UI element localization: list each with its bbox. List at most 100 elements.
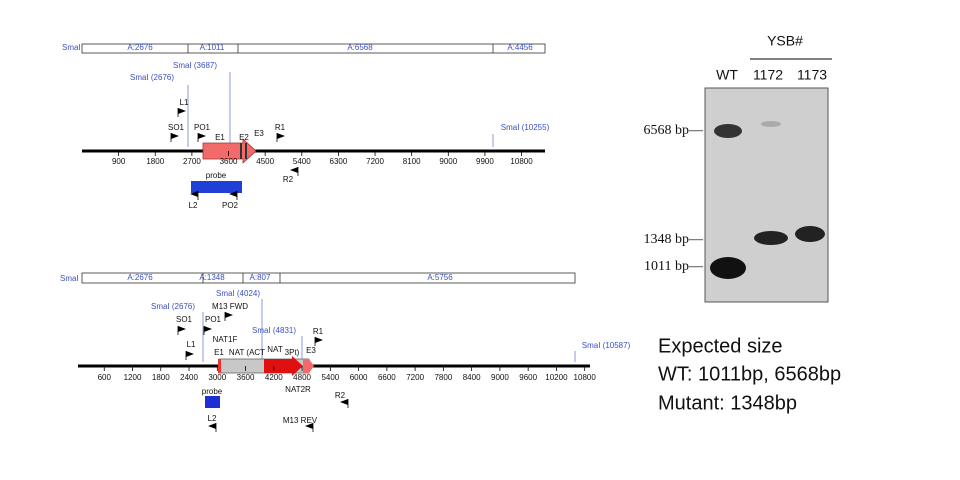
tick-label: 2700	[183, 157, 201, 166]
site-label: SmaI (4024)	[216, 289, 260, 298]
primer-arrow	[277, 133, 285, 139]
feature-label: M13 FWD	[212, 302, 248, 311]
feature-label: L2	[189, 201, 198, 210]
fragment-bar	[81, 272, 576, 284]
feature-label: 3Pt)	[285, 348, 300, 357]
tick-label: 7200	[406, 373, 424, 382]
fragment-label: A:5756	[427, 273, 453, 282]
feature-label: R2	[283, 175, 294, 184]
tick-label: 7800	[434, 373, 452, 382]
feature-label: PO2	[222, 201, 239, 210]
feature-label: NAT (ACT	[229, 348, 265, 357]
feature-label: R2	[335, 391, 346, 400]
tick-label: 900	[112, 157, 126, 166]
feature-label: R1	[313, 327, 324, 336]
fragment-bar	[81, 43, 546, 54]
primer-arrow	[186, 351, 194, 357]
tick-label: 6300	[330, 157, 348, 166]
probe	[205, 396, 220, 408]
tick-label: 1200	[124, 373, 142, 382]
gene-arrow	[202, 138, 257, 164]
feature-label: SO1	[176, 315, 193, 324]
feature-label: E2	[239, 133, 249, 142]
tick-label: 5400	[321, 373, 339, 382]
fragment-label: SmaI	[62, 43, 81, 52]
site-label: SmaI (3687)	[173, 61, 217, 70]
tick-label: 600	[98, 373, 112, 382]
fragment-label: A:2676	[127, 43, 153, 52]
tick-label: 4800	[293, 373, 311, 382]
tick-label: 8100	[403, 157, 421, 166]
fragment-label: A:1011	[200, 43, 225, 52]
band	[710, 257, 746, 279]
tick-label: 9000	[439, 157, 457, 166]
primer-arrow	[305, 423, 313, 429]
feature-label: PO1	[205, 315, 222, 324]
feature-label: L1	[187, 340, 196, 349]
probe	[191, 181, 242, 193]
tick-label: 3600	[237, 373, 255, 382]
feature-label: probe	[206, 171, 227, 180]
fragment-label: A:2676	[127, 273, 153, 282]
primer-arrow	[204, 326, 212, 332]
feature-label: L1	[180, 98, 189, 107]
feature-label: PO1	[194, 123, 211, 132]
tick-label: 10800	[510, 157, 533, 166]
marker-label: 6568 bp—	[644, 123, 705, 138]
tick-label: 2400	[180, 373, 198, 382]
marker-label: 1011 bp—	[644, 259, 704, 274]
fragment-label: A:4456	[507, 43, 533, 52]
tick-label: 9600	[519, 373, 537, 382]
lane-label: WT	[716, 67, 738, 83]
exon-arrow	[303, 359, 314, 373]
exon-mark	[245, 143, 247, 159]
tick-label: 5400	[293, 157, 311, 166]
site-label: SmaI (2676)	[151, 302, 195, 311]
tick-label: 9000	[491, 373, 509, 382]
primer-arrow	[208, 423, 216, 429]
expected-line: WT: 1011bp, 6568bp	[658, 363, 841, 385]
band	[754, 231, 788, 245]
fragment-label: A:1348	[199, 273, 225, 282]
feature-label: probe	[202, 387, 223, 396]
tick-label: 4500	[256, 157, 274, 166]
feature-label: NAT	[267, 345, 283, 354]
primer-arrow	[340, 399, 348, 405]
tick-label: 8400	[463, 373, 481, 382]
feature-label: E1	[214, 348, 224, 357]
primer-arrow	[198, 133, 206, 139]
primer-arrow	[290, 167, 298, 173]
primer-arrow	[178, 326, 186, 332]
gel-header: YSB#	[767, 33, 803, 49]
fragment-label: SmaI	[60, 274, 79, 283]
fragment-label: A:807	[250, 273, 271, 282]
expected-title: Expected size	[658, 335, 783, 357]
feature-label: E3	[306, 346, 316, 355]
feature-label: E3	[254, 129, 264, 138]
lane-label: 1173	[797, 67, 827, 83]
exon-mark	[218, 359, 221, 373]
feature-label: NAT2R	[285, 385, 311, 394]
marker-label: 1348 bp—	[644, 232, 705, 247]
site-label: SmaI (4831)	[252, 326, 296, 335]
primer-arrow	[225, 312, 233, 318]
tick-label: 7200	[366, 157, 384, 166]
expected-line: Mutant: 1348bp	[658, 392, 797, 414]
site-label: SmaI (10255)	[501, 123, 550, 132]
feature-label: M13 REV	[283, 416, 318, 425]
tick-label: 4200	[265, 373, 283, 382]
primer-arrow	[190, 191, 198, 197]
exon-mark	[240, 143, 242, 159]
feature-label: NAT1F	[213, 335, 238, 344]
tick-label: 1800	[146, 157, 164, 166]
primer-arrow	[171, 133, 179, 139]
feature-label: SO1	[168, 123, 185, 132]
tick-label: 9900	[476, 157, 494, 166]
feature-label: R1	[275, 123, 286, 132]
primer-arrow	[178, 108, 186, 114]
feature-label: E1	[215, 133, 225, 142]
tick-label: 3600	[220, 157, 238, 166]
site-label: SmaI (2676)	[130, 73, 174, 82]
